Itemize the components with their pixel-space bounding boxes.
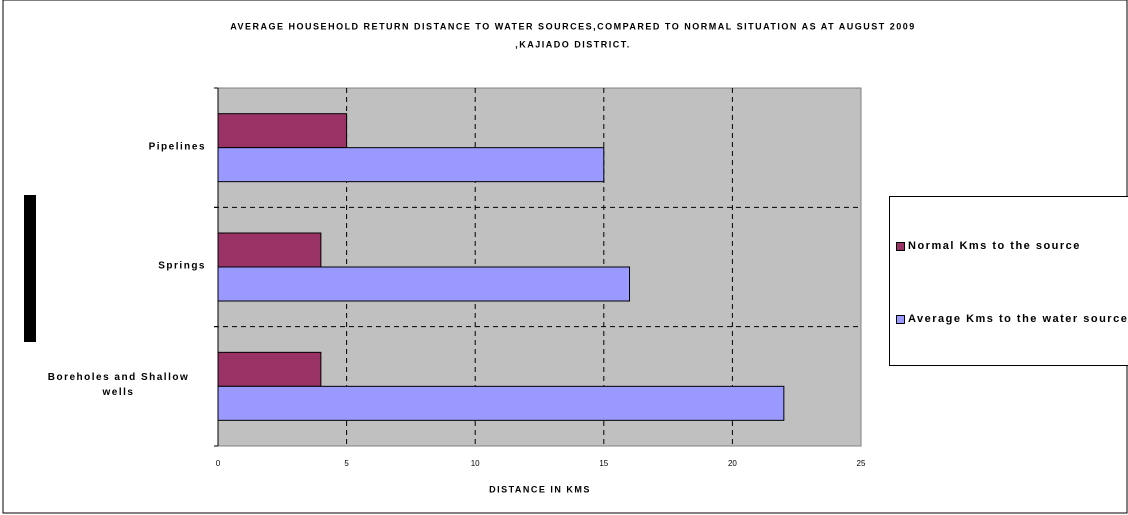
x-axis-label: DISTANCE IN KMS — [489, 484, 591, 494]
y-tick-label: Pipelines — [6, 139, 206, 154]
y-tick-label-text: Pipelines — [148, 141, 206, 153]
decoration — [24, 195, 36, 342]
bar — [217, 385, 785, 421]
y-tick-label-text: Springs — [158, 260, 206, 272]
x-tick-label: 0 — [216, 459, 221, 468]
legend-label: Average Kms to the water source — [908, 313, 1128, 325]
legend-label: Normal Kms to the source — [908, 240, 1081, 252]
legend-item: Average Kms to the water source — [896, 311, 1128, 327]
chart-title: AVERAGE HOUSEHOLD RETURN DISTANCE TO WAT… — [230, 21, 916, 31]
bar — [217, 266, 631, 302]
x-tick-label: 15 — [599, 459, 608, 468]
x-tick-label: 20 — [728, 459, 737, 468]
legend-swatch — [896, 315, 905, 324]
x-tick-label: 25 — [857, 459, 866, 468]
legend-item: Normal Kms to the source — [896, 238, 1128, 254]
bar — [217, 113, 348, 149]
bar — [217, 232, 322, 268]
chart-title: ,KAJIADO DISTRICT. — [515, 39, 631, 49]
x-tick-label: 10 — [471, 459, 480, 468]
y-tick-label-text: Boreholes and Shallow wells — [47, 372, 190, 399]
legend: Normal Kms to the source Average Kms to t… — [889, 196, 1128, 366]
bar — [217, 351, 322, 387]
bar — [217, 147, 605, 183]
legend-swatch — [896, 242, 905, 251]
x-tick-label: 5 — [344, 459, 349, 468]
y-tick-label: Springs — [6, 259, 206, 274]
y-tick-label: Boreholes and Shallow wells — [6, 370, 206, 400]
